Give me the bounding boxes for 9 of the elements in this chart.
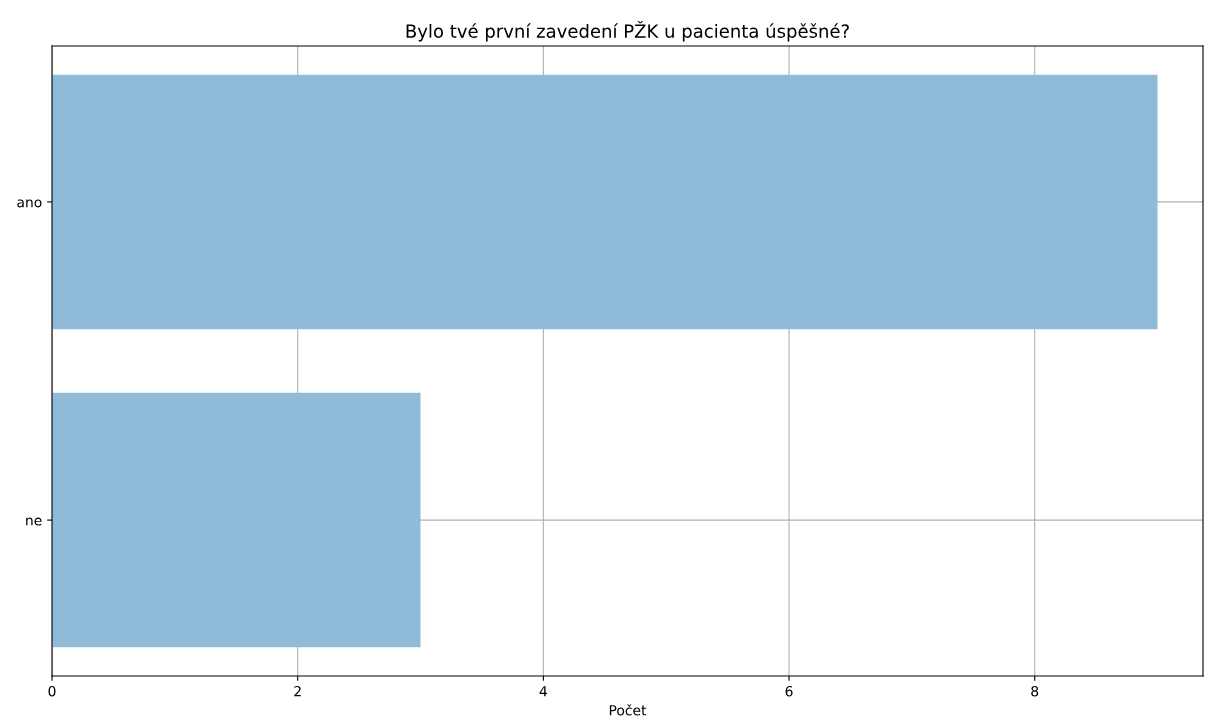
x-tick-label: 0	[48, 685, 56, 697]
x-tick-label: 2	[294, 685, 301, 697]
x-axis-title: Počet	[609, 704, 647, 716]
x-tick-label: 6	[785, 685, 793, 697]
y-tick-label: ano	[17, 199, 42, 208]
x-tick-label: 4	[539, 686, 547, 697]
x-tick-label: 8	[1031, 685, 1039, 697]
y-tick-label: ne	[26, 517, 42, 526]
chart-title: Bylo tvé první zavedení PŽK u pacienta úspěšné?	[406, 20, 849, 42]
